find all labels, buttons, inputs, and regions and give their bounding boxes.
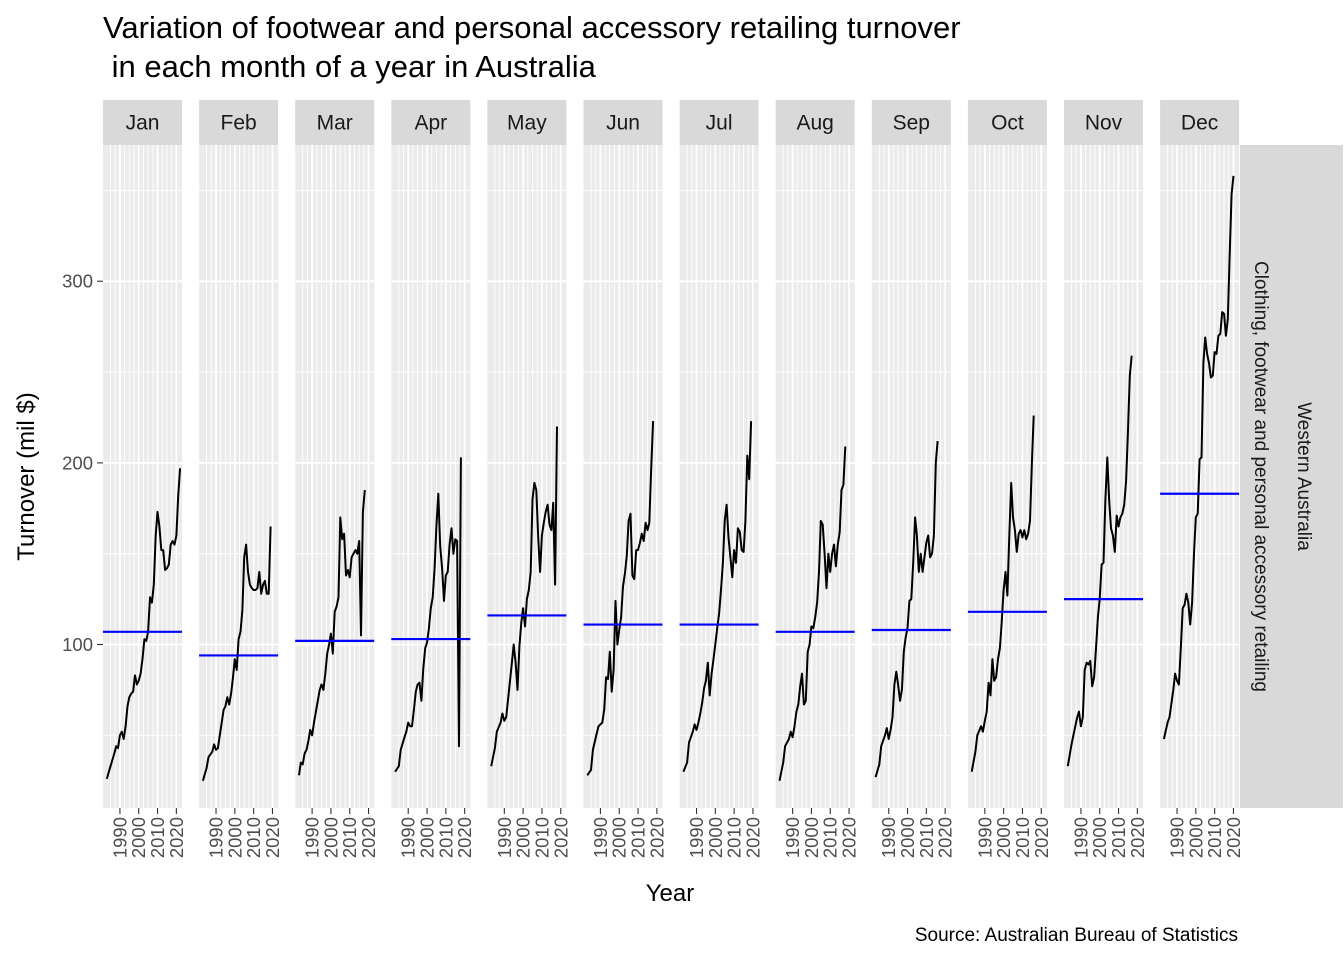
y-tick-label: 100: [62, 634, 93, 655]
x-tick-label: 2020: [550, 817, 571, 858]
x-axis-title: Year: [646, 880, 695, 907]
facet-strip-label: Mar: [317, 112, 353, 135]
x-tick-label: 2010: [916, 817, 937, 858]
x-tick-label: 2010: [628, 817, 649, 858]
x-tick-label: 2010: [1108, 817, 1129, 858]
facet-row-label-region: Western Australia: [1293, 402, 1314, 551]
x-tick-label: 2020: [1031, 817, 1052, 858]
chart-title-line-2: in each month of a year in Australia: [103, 49, 597, 84]
chart-title-line-1: Variation of footwear and personal acces…: [103, 10, 961, 45]
facet-panels: Jan1990200020102020Feb1990200020102020Ma…: [103, 100, 1244, 858]
x-tick-label: 2020: [166, 817, 187, 858]
facet-row-label-industry: Clothing, footwear and personal accessor…: [1250, 261, 1271, 692]
facet-strip-label: May: [507, 112, 547, 135]
x-tick-label: 2010: [339, 817, 360, 858]
x-tick-label: 2010: [147, 817, 168, 858]
facet-strip-label: Feb: [221, 112, 257, 135]
x-tick-label: 2010: [243, 817, 264, 858]
x-tick-label: 2020: [1223, 817, 1244, 858]
y-tick-label: 200: [62, 452, 93, 473]
x-tick-label: 2020: [454, 817, 475, 858]
facet-strip-label: Apr: [414, 112, 447, 135]
x-tick-label: 2020: [935, 817, 956, 858]
x-tick-label: 2010: [1204, 817, 1225, 858]
y-axis-title: Turnover (mil $): [13, 392, 40, 560]
x-tick-label: 2020: [358, 817, 379, 858]
x-tick-label: 2020: [1127, 817, 1148, 858]
facet-strip-label: Dec: [1181, 112, 1218, 135]
facet-strip-label: Aug: [797, 112, 834, 135]
chart-caption: Source: Australian Bureau of Statistics: [915, 925, 1238, 946]
facet-panel-jul: Jul1990200020102020: [680, 100, 764, 858]
x-tick-label: 2010: [435, 817, 456, 858]
x-tick-label: 2020: [262, 817, 283, 858]
facet-row-strip: Western Australia Clothing, footwear and…: [1240, 145, 1343, 808]
x-tick-label: 2010: [724, 817, 745, 858]
facet-strip-label: Jun: [606, 112, 640, 135]
facet-strip-label: Oct: [991, 112, 1024, 135]
x-tick-label: 2010: [531, 817, 552, 858]
x-tick-label: 2010: [820, 817, 841, 858]
facet-strip-label: Nov: [1085, 112, 1123, 135]
x-tick-label: 2020: [743, 817, 764, 858]
x-tick-label: 2010: [1012, 817, 1033, 858]
y-axis: 100 200 300: [62, 271, 103, 655]
facet-strip-label: Sep: [893, 112, 930, 135]
x-tick-label: 2020: [839, 817, 860, 858]
y-tick-label: 300: [62, 271, 93, 292]
facet-strip-label: Jul: [706, 112, 733, 135]
x-tick-label: 2020: [646, 817, 667, 858]
facet-strip-label: Jan: [126, 112, 160, 135]
